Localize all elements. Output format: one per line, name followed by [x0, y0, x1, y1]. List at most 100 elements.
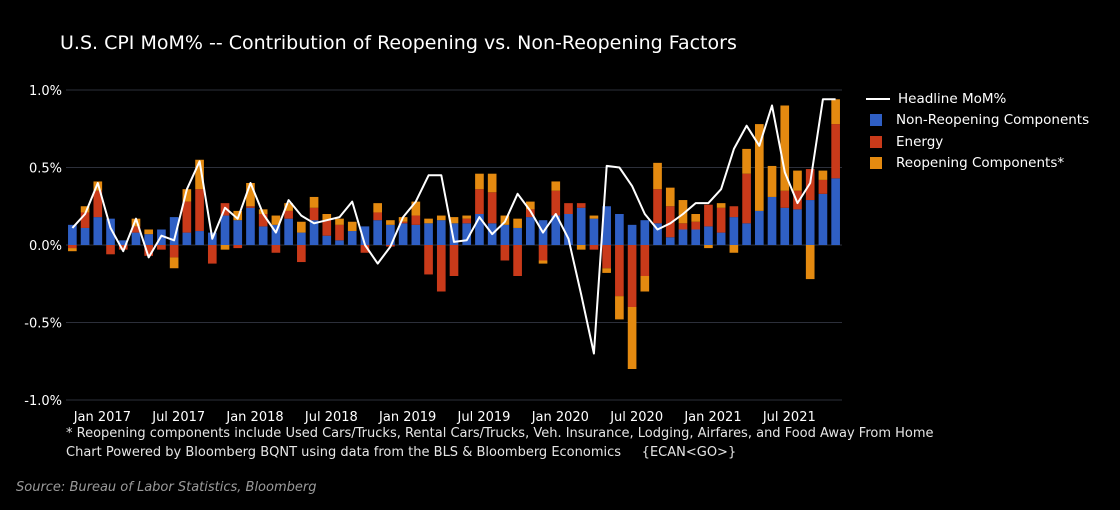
bar-segment-non-reopening	[322, 235, 332, 245]
bar-segment-energy	[195, 189, 204, 232]
bar-segment-non-reopening	[640, 220, 650, 245]
bar-segment-energy	[653, 189, 662, 224]
bar-segment-non-reopening	[767, 196, 777, 245]
bar-segment-non-reopening	[513, 227, 522, 245]
legend-label-reopening: Reopening Components*	[896, 155, 1065, 172]
bar-segment-energy	[309, 207, 319, 221]
bar-segment-energy	[475, 189, 484, 214]
bar-segment-reopening	[665, 187, 675, 207]
bar-segment-energy	[373, 212, 382, 221]
bar-segment-reopening	[233, 210, 243, 221]
bar-segment-non-reopening	[309, 220, 319, 245]
bar-segment-reopening	[80, 206, 90, 213]
bar-segment-non-reopening	[360, 226, 370, 245]
bar-segment-non-reopening	[68, 224, 77, 245]
bar-segment-reopening	[322, 214, 332, 221]
bar-segment-energy	[831, 124, 840, 179]
bar-segment-non-reopening	[665, 237, 675, 245]
bar-segment-reopening	[309, 196, 319, 208]
bar-segment-non-reopening	[220, 215, 230, 245]
bar-segment-reopening	[729, 245, 739, 253]
bar-segment-energy	[576, 203, 586, 208]
bar-segment-reopening	[436, 215, 446, 221]
bar-segment-reopening	[754, 124, 764, 211]
bar-segment-reopening	[602, 268, 611, 273]
legend-label-energy: Energy	[896, 133, 944, 150]
x-tick-label: Jul 2021	[762, 410, 816, 425]
bar-segment-energy	[157, 245, 166, 250]
y-tick-label: -1.0%	[24, 394, 62, 409]
bar-segment-reopening	[411, 201, 421, 216]
bar-segment-reopening	[818, 170, 828, 180]
bar-segment-reopening	[169, 257, 179, 269]
bar-segment-non-reopening	[678, 229, 688, 245]
legend-label-non-reopening: Non-Reopening Components	[896, 112, 1090, 129]
bar-segment-energy	[602, 245, 611, 269]
bar-layer	[68, 99, 840, 369]
bar-segment-reopening	[615, 296, 624, 320]
bar-segment-non-reopening	[818, 193, 828, 245]
bar-segment-energy	[398, 221, 408, 224]
legend-item-reopening: Reopening Components*	[866, 153, 1089, 175]
legend-line-swatch	[866, 97, 890, 100]
legend-label-headline: Headline MoM%	[898, 90, 1007, 107]
x-tick-label: Jul 2018	[304, 410, 358, 425]
bar-segment-non-reopening	[258, 226, 268, 245]
x-tick-label: Jan 2019	[378, 410, 436, 425]
bar-segment-energy	[793, 190, 802, 210]
bar-segment-energy	[233, 245, 243, 249]
bar-segment-non-reopening	[704, 226, 713, 245]
bar-segment-reopening	[144, 229, 154, 235]
bar-segment-non-reopening	[462, 223, 472, 245]
x-tick-label: Jul 2017	[151, 410, 205, 425]
bar-segment-non-reopening	[106, 218, 115, 245]
bar-segment-energy	[335, 224, 344, 241]
bar-segment-energy	[500, 245, 510, 261]
bar-segment-non-reopening	[564, 214, 573, 245]
bar-segment-energy	[258, 214, 268, 227]
bar-segment-reopening	[462, 215, 472, 219]
bar-segment-non-reopening	[551, 215, 561, 245]
chart-title: U.S. CPI MoM% -- Contribution of Reopeni…	[60, 32, 737, 54]
bar-segment-energy	[678, 223, 688, 230]
bar-segment-energy	[627, 245, 637, 307]
bar-segment-energy	[716, 207, 726, 233]
bar-segment-energy	[551, 190, 561, 216]
bar-segment-reopening	[347, 221, 357, 232]
bar-segment-reopening	[220, 245, 230, 250]
bar-segment-energy	[691, 221, 701, 230]
bar-segment-non-reopening	[729, 217, 739, 245]
bar-segment-reopening	[653, 162, 662, 190]
bar-segment-non-reopening	[93, 217, 103, 245]
bar-segment-energy	[665, 206, 675, 238]
bar-segment-energy	[449, 245, 459, 276]
bar-segment-non-reopening	[475, 214, 484, 245]
bar-segment-non-reopening	[373, 220, 382, 245]
bar-segment-non-reopening	[793, 209, 802, 245]
bar-segment-non-reopening	[411, 224, 421, 245]
legend-swatch-energy	[870, 135, 882, 148]
bar-segment-energy	[729, 206, 739, 218]
legend-item-energy: Energy	[866, 131, 1089, 153]
bar-segment-energy	[615, 245, 624, 297]
bar-segment-reopening	[538, 260, 548, 264]
bar-segment-energy	[704, 204, 713, 227]
bar-segment-reopening	[716, 203, 726, 208]
bar-segment-energy	[246, 206, 255, 208]
bar-segment-non-reopening	[500, 224, 510, 245]
bar-segment-energy	[513, 245, 522, 276]
bar-segment-non-reopening	[831, 178, 840, 245]
bar-segment-non-reopening	[144, 234, 154, 245]
bar-segment-non-reopening	[297, 232, 306, 245]
bar-segment-energy	[589, 245, 599, 250]
bar-segment-energy	[297, 245, 306, 263]
bar-segment-energy	[169, 245, 179, 258]
bar-segment-reopening	[678, 200, 688, 224]
legend-swatch-non-reopening	[870, 114, 882, 127]
legend: Headline MoM% Non-Reopening Components E…	[866, 88, 1089, 174]
bar-segment-non-reopening	[780, 207, 790, 245]
bar-segment-non-reopening	[691, 229, 701, 245]
x-tick-label: Jan 2021	[683, 410, 741, 425]
bar-segment-non-reopening	[805, 200, 815, 245]
